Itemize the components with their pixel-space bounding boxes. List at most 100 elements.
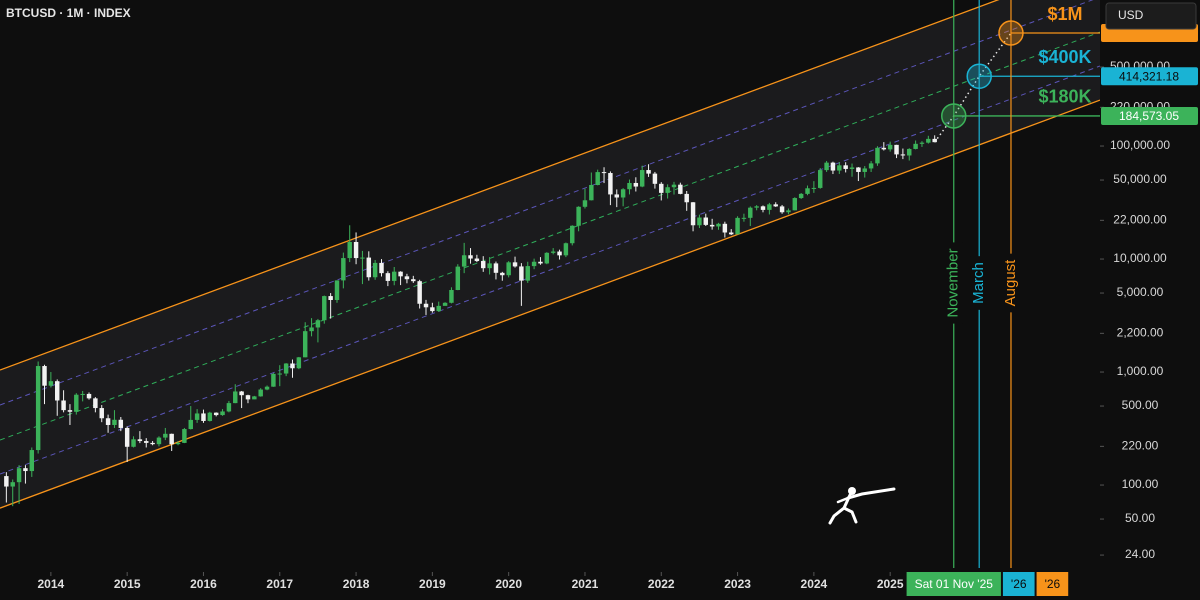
y-tick-label: 5,000.00 — [1117, 285, 1164, 299]
y-tick-label: 50.00 — [1125, 511, 1155, 525]
candle-body — [398, 271, 403, 277]
candle-body — [423, 303, 429, 308]
candle-body — [525, 266, 530, 281]
price-tag-label: 184,573.05 — [1119, 109, 1179, 123]
date-tag-label: '26 — [1011, 577, 1027, 591]
candle-body — [283, 363, 289, 374]
candle-body — [252, 396, 257, 400]
candle-body — [144, 441, 149, 443]
candle-body — [29, 450, 35, 472]
price-tag — [1101, 67, 1198, 86]
candle-body — [856, 167, 861, 172]
candle-body — [131, 439, 136, 447]
candle-body — [226, 403, 232, 412]
y-tick-label: 100,000.00 — [1110, 138, 1170, 152]
candle-body — [531, 261, 537, 267]
candle-body — [932, 138, 937, 143]
x-tick-label: 2017 — [266, 577, 293, 591]
candle-body — [614, 194, 619, 198]
date-tag — [906, 572, 1001, 596]
date-tag-label: Sat 01 Nov '25 — [915, 577, 994, 591]
x-tick-label: 2015 — [114, 577, 141, 591]
month-label: November — [945, 248, 962, 317]
y-tick-label: 220.00 — [1122, 439, 1159, 453]
candle-body — [805, 188, 810, 194]
channel-line — [0, 0, 1094, 406]
x-tick-label: 2016 — [190, 577, 217, 591]
candle-body — [716, 223, 721, 227]
candle-body — [582, 200, 588, 207]
y-tick-label: 22,000.00 — [1113, 213, 1167, 227]
candle-body — [417, 281, 422, 304]
candle-body — [334, 280, 340, 300]
candle-body — [926, 138, 931, 143]
candle-body — [900, 154, 906, 156]
candle-body — [245, 395, 251, 400]
candle-body — [315, 320, 321, 328]
candle-body — [570, 225, 575, 244]
candle-body — [544, 252, 550, 264]
date-tag — [1002, 572, 1035, 596]
candle-body — [811, 187, 817, 189]
x-tick-label: 2025 — [877, 577, 904, 591]
x-tick-label: 2022 — [648, 577, 675, 591]
candle-body — [48, 381, 54, 386]
candle-body — [188, 419, 193, 430]
currency-box — [1105, 2, 1197, 30]
candle-body — [493, 263, 499, 273]
candle-body — [830, 162, 836, 171]
month-label-bg — [970, 256, 989, 310]
candle-body — [271, 373, 276, 387]
candle-body — [430, 307, 435, 312]
candle-body — [627, 182, 632, 190]
candle-body — [868, 163, 874, 169]
currency-label: USD — [1118, 8, 1144, 22]
candle-body — [550, 251, 556, 253]
candle-body — [703, 217, 709, 225]
candle-body — [156, 437, 162, 445]
candle-body — [735, 217, 740, 235]
x-tick-label: 2021 — [572, 577, 599, 591]
candle-body — [277, 373, 282, 375]
candle-body — [322, 296, 327, 321]
candle-body — [652, 173, 658, 184]
candle-body — [42, 366, 47, 386]
candle-body — [379, 262, 384, 274]
month-label-bg — [1001, 253, 1020, 313]
candle-body — [461, 255, 467, 267]
candle-body — [849, 167, 855, 169]
candle-body — [690, 202, 696, 226]
target-marker — [941, 103, 967, 129]
target-marker — [966, 63, 992, 90]
candle-body — [722, 223, 728, 233]
candle-body — [296, 357, 302, 369]
candle-body — [80, 393, 85, 395]
candle-body — [290, 363, 295, 369]
candle-body — [481, 261, 486, 269]
candle-body — [468, 255, 473, 259]
channel-line — [0, 0, 1000, 371]
plot-area — [0, 0, 1100, 509]
channel-line — [0, 31, 1100, 441]
candle-body — [818, 170, 823, 188]
x-tick-label: 2020 — [495, 577, 522, 591]
candle-body — [93, 398, 98, 409]
candle-body — [563, 243, 569, 256]
price-tag — [1101, 106, 1198, 125]
candle-body — [35, 366, 41, 451]
candle-body — [105, 418, 111, 425]
candle-body — [887, 144, 893, 150]
candle-body — [366, 257, 372, 278]
candle-body — [671, 184, 677, 188]
candle-body — [207, 412, 213, 421]
candle-body — [792, 198, 798, 211]
candle-body — [194, 413, 200, 420]
candle-body — [233, 391, 238, 404]
candle-body — [150, 442, 155, 445]
candle-body — [404, 276, 410, 280]
candle-body — [519, 266, 524, 281]
candle-body — [239, 391, 244, 396]
candle-body — [112, 419, 117, 425]
